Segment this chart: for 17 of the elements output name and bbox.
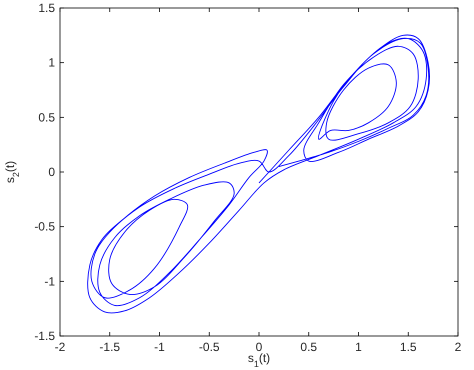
- y-tick-label: -1: [44, 274, 56, 288]
- x-tick-label: 0: [256, 340, 263, 354]
- x-tick-label: 0.5: [300, 340, 318, 354]
- y-tick-label: 0: [48, 165, 56, 179]
- y-tick-label: 1.5: [38, 1, 56, 15]
- y-tick-label: -1.5: [34, 329, 56, 343]
- x-tick-label: -0.5: [198, 340, 220, 354]
- x-tick-label: -1: [154, 340, 166, 354]
- x-axis-title: s$_{1}$(t): [248, 351, 270, 369]
- y-tick-label: 0.5: [38, 110, 56, 124]
- x-tick-label: -1.5: [99, 340, 120, 354]
- y-tick-label: -0.5: [34, 220, 56, 234]
- x-tick-label: 2: [454, 340, 462, 354]
- x-tick-label: 1: [355, 340, 362, 354]
- y-tick-label: 1: [48, 56, 56, 70]
- x-tick-label: -2: [54, 340, 66, 354]
- x-tick-label: 1.5: [400, 340, 417, 354]
